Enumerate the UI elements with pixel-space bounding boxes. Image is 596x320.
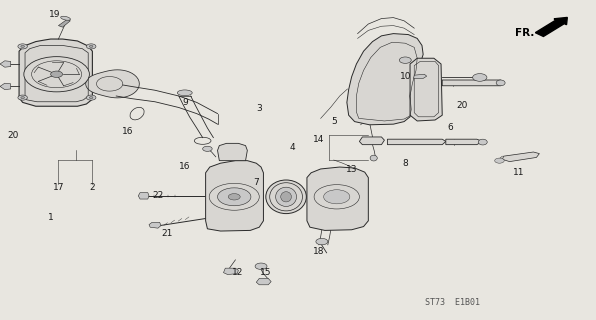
- Polygon shape: [218, 143, 247, 161]
- Circle shape: [218, 188, 251, 206]
- Ellipse shape: [281, 192, 291, 202]
- Circle shape: [24, 57, 89, 92]
- Text: 20: 20: [456, 101, 468, 110]
- Polygon shape: [442, 80, 504, 86]
- Polygon shape: [19, 39, 92, 106]
- Text: 2: 2: [89, 183, 95, 192]
- Circle shape: [86, 44, 96, 49]
- Circle shape: [21, 45, 24, 47]
- Text: 22: 22: [153, 191, 163, 200]
- Polygon shape: [359, 137, 384, 145]
- Text: 5: 5: [331, 117, 337, 126]
- FancyArrow shape: [535, 17, 567, 36]
- Polygon shape: [138, 193, 149, 199]
- Text: 13: 13: [346, 165, 358, 174]
- Text: 19: 19: [49, 10, 61, 19]
- Text: 15: 15: [259, 268, 271, 277]
- Circle shape: [316, 238, 328, 245]
- Text: 4: 4: [289, 143, 295, 152]
- Circle shape: [228, 194, 240, 200]
- Polygon shape: [149, 222, 161, 228]
- Polygon shape: [387, 139, 446, 145]
- Circle shape: [473, 74, 487, 81]
- Circle shape: [324, 190, 350, 204]
- Polygon shape: [307, 167, 368, 230]
- Text: 18: 18: [313, 247, 325, 256]
- Ellipse shape: [61, 16, 70, 20]
- Text: 6: 6: [447, 124, 453, 132]
- Circle shape: [89, 45, 93, 47]
- Ellipse shape: [275, 187, 297, 206]
- Circle shape: [18, 44, 27, 49]
- Text: 16: 16: [179, 162, 191, 171]
- Polygon shape: [0, 83, 11, 90]
- Text: 17: 17: [52, 183, 64, 192]
- Circle shape: [18, 95, 27, 100]
- Text: 20: 20: [7, 132, 19, 140]
- Text: 14: 14: [313, 135, 325, 144]
- Polygon shape: [224, 268, 238, 275]
- Circle shape: [399, 57, 411, 63]
- Circle shape: [203, 146, 212, 151]
- Circle shape: [51, 71, 63, 77]
- Text: 12: 12: [231, 268, 243, 277]
- Polygon shape: [58, 19, 70, 27]
- Polygon shape: [0, 61, 11, 67]
- Polygon shape: [256, 278, 271, 285]
- Polygon shape: [347, 34, 423, 125]
- Circle shape: [255, 263, 267, 269]
- Polygon shape: [86, 70, 139, 98]
- Ellipse shape: [496, 80, 505, 86]
- Text: 8: 8: [402, 159, 408, 168]
- Circle shape: [495, 158, 504, 163]
- Polygon shape: [97, 76, 123, 91]
- Text: 3: 3: [256, 104, 262, 113]
- Circle shape: [89, 97, 93, 99]
- Ellipse shape: [370, 155, 377, 161]
- Circle shape: [21, 97, 24, 99]
- Text: ST73  E1B01: ST73 E1B01: [426, 298, 480, 307]
- Polygon shape: [502, 152, 539, 162]
- Text: 10: 10: [399, 72, 411, 81]
- Text: 16: 16: [122, 127, 134, 136]
- Polygon shape: [206, 161, 263, 231]
- Circle shape: [86, 95, 96, 100]
- Ellipse shape: [266, 180, 306, 214]
- Text: 7: 7: [253, 178, 259, 187]
- Polygon shape: [446, 139, 483, 145]
- Text: FR.: FR.: [515, 28, 534, 38]
- Text: 9: 9: [182, 98, 188, 107]
- Polygon shape: [410, 58, 442, 121]
- Text: 21: 21: [161, 229, 173, 238]
- Ellipse shape: [178, 90, 192, 96]
- Text: 11: 11: [513, 168, 524, 177]
- Ellipse shape: [478, 139, 488, 145]
- Polygon shape: [414, 74, 427, 78]
- Text: 1: 1: [48, 213, 54, 222]
